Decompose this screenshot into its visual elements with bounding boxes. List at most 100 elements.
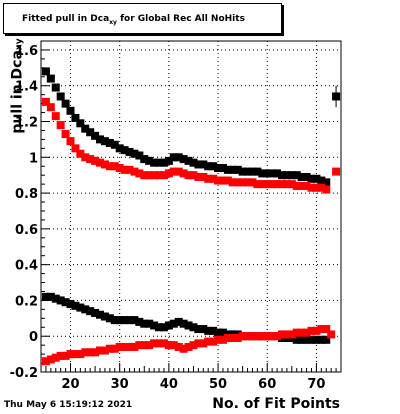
- data-point: [292, 335, 301, 344]
- data-point: [174, 317, 183, 326]
- data-point: [228, 334, 237, 343]
- data-point: [322, 325, 331, 334]
- data-point: [140, 319, 149, 328]
- data-point: [96, 310, 105, 319]
- data-point: [76, 303, 85, 312]
- data-point: [150, 321, 159, 330]
- data-point: [76, 149, 85, 158]
- data-point: [273, 169, 282, 178]
- data-point: [130, 149, 139, 158]
- data-point: [302, 328, 311, 337]
- data-point: [189, 323, 198, 332]
- data-point: [204, 174, 213, 183]
- x-tick-label: 60: [258, 377, 276, 392]
- data-point: [317, 335, 326, 344]
- data-point: [105, 314, 114, 323]
- data-point: [332, 92, 341, 101]
- data-point: [66, 137, 75, 146]
- y-tick-label: -0.2: [10, 366, 38, 381]
- data-point: [115, 164, 124, 173]
- data-point: [179, 155, 188, 164]
- data-point: [189, 158, 198, 167]
- data-point: [51, 112, 60, 121]
- data-point: [105, 162, 114, 171]
- data-point: [179, 169, 188, 178]
- data-point: [86, 155, 95, 164]
- data-point: [46, 74, 55, 83]
- series-1: [41, 97, 341, 194]
- y-tick-label: 0.4: [15, 259, 38, 274]
- data-point: [130, 316, 139, 325]
- data-point: [164, 156, 173, 165]
- data-point: [81, 153, 90, 162]
- data-point: [51, 294, 60, 303]
- data-point: [297, 328, 306, 337]
- data-marks: [41, 67, 341, 366]
- data-point: [218, 335, 227, 344]
- data-point: [292, 181, 301, 190]
- data-point: [61, 298, 70, 307]
- data-point: [140, 171, 149, 180]
- y-tick-label: 1.6: [15, 44, 38, 59]
- data-point: [332, 167, 341, 176]
- data-point: [287, 330, 296, 339]
- data-point: [214, 328, 223, 337]
- data-point: [243, 167, 252, 176]
- data-point: [243, 332, 252, 341]
- data-point: [159, 158, 168, 167]
- data-point: [46, 292, 55, 301]
- data-point: [312, 174, 321, 183]
- data-point: [312, 183, 321, 192]
- data-point: [145, 171, 154, 180]
- data-point: [258, 332, 267, 341]
- plot-frame: [40, 40, 342, 373]
- data-point: [115, 342, 124, 351]
- data-point: [71, 144, 80, 153]
- data-point: [86, 348, 95, 357]
- data-point: [155, 171, 164, 180]
- data-point: [56, 296, 65, 305]
- data-point: [135, 317, 144, 326]
- data-point: [91, 131, 100, 140]
- data-point: [273, 332, 282, 341]
- data-point: [61, 130, 70, 139]
- x-axis-label: No. of Fit Points: [212, 396, 340, 412]
- data-point: [228, 178, 237, 187]
- data-point: [100, 160, 109, 169]
- data-point: [51, 83, 60, 92]
- data-point: [199, 172, 208, 181]
- data-point: [56, 92, 65, 101]
- data-point: [194, 339, 203, 348]
- data-point: [184, 171, 193, 180]
- data-point: [125, 147, 134, 156]
- y-tick-label: 0: [29, 330, 38, 345]
- data-point: [307, 326, 316, 335]
- data-point: [61, 351, 70, 360]
- data-point: [81, 124, 90, 133]
- data-point: [209, 162, 218, 171]
- x-tick-label: 70: [307, 377, 325, 392]
- data-point: [125, 316, 134, 325]
- data-point: [302, 335, 311, 344]
- data-point: [71, 301, 80, 310]
- data-point: [327, 330, 336, 339]
- data-point: [317, 176, 326, 185]
- data-point: [135, 169, 144, 178]
- data-point: [110, 162, 119, 171]
- data-point: [253, 332, 262, 341]
- data-point: [76, 350, 85, 359]
- data-point: [194, 172, 203, 181]
- data-point: [100, 137, 109, 146]
- y-tick-label: 0.2: [15, 294, 38, 309]
- data-point: [243, 178, 252, 187]
- data-point: [71, 113, 80, 122]
- data-point: [297, 172, 306, 181]
- data-point: [317, 325, 326, 334]
- data-point: [302, 181, 311, 190]
- title-box: Fitted pull in Dcaxy for Global Rec All …: [3, 3, 282, 34]
- data-point: [91, 348, 100, 357]
- data-point: [223, 165, 232, 174]
- data-point: [174, 153, 183, 162]
- data-point: [110, 344, 119, 353]
- data-point: [282, 171, 291, 180]
